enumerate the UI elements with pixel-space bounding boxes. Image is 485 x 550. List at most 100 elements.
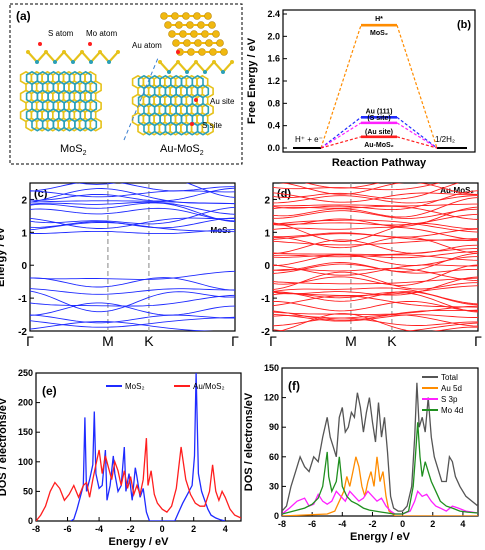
band-line bbox=[273, 219, 478, 233]
y-tick-label: 0.8 bbox=[267, 98, 280, 108]
x-tick-label: 0 bbox=[160, 524, 165, 534]
state-connector-left bbox=[320, 122, 362, 149]
plot-frame bbox=[35, 372, 242, 522]
atom bbox=[89, 60, 93, 64]
y-tick-label: 0.0 bbox=[267, 143, 280, 153]
band-line bbox=[273, 197, 478, 218]
state-connector-right bbox=[396, 116, 438, 149]
legend-label: Total bbox=[441, 373, 458, 382]
band-line bbox=[30, 314, 235, 324]
x-tick-label: 4 bbox=[460, 519, 465, 529]
legend-label: Mo 4d bbox=[441, 406, 463, 415]
y-tick-label: 200 bbox=[18, 398, 33, 408]
band-line bbox=[273, 228, 478, 238]
panel-a-frame bbox=[9, 3, 243, 165]
atom bbox=[116, 50, 120, 54]
au-atom-marker bbox=[176, 50, 180, 54]
band-line bbox=[273, 254, 478, 267]
material-label: Au-MoS₂ bbox=[440, 186, 474, 195]
state-connector-right bbox=[396, 24, 438, 149]
au-mos2-caption: Au-MoS2 bbox=[160, 143, 204, 157]
h-star-label: H* bbox=[375, 16, 383, 23]
band-line bbox=[273, 251, 478, 259]
atom bbox=[98, 50, 102, 54]
x-tick-label: -2 bbox=[127, 524, 135, 534]
y-tick-label: 0.4 bbox=[267, 121, 280, 131]
k-point-label: M bbox=[102, 333, 114, 349]
band-line bbox=[30, 217, 235, 229]
band-line bbox=[30, 206, 235, 225]
k-point-label: Γ bbox=[474, 333, 482, 349]
band-line bbox=[273, 264, 478, 286]
state-connector-right bbox=[396, 122, 438, 149]
band-line bbox=[273, 195, 478, 204]
band-line bbox=[273, 183, 441, 191]
x-tick-label: -2 bbox=[368, 519, 376, 529]
plot-frame bbox=[281, 367, 479, 517]
band-line bbox=[30, 187, 235, 202]
band-line bbox=[273, 206, 478, 227]
atom bbox=[230, 60, 234, 64]
atom bbox=[35, 60, 39, 64]
au-atom bbox=[216, 39, 224, 47]
y-tick-label: 100 bbox=[18, 457, 33, 467]
y-tick-label: -1 bbox=[261, 294, 270, 305]
bands bbox=[273, 183, 478, 331]
band-line bbox=[273, 317, 478, 327]
y-axis-label: Energy / eV bbox=[0, 226, 7, 287]
x-tick-label: -8 bbox=[278, 519, 286, 529]
k-point-label: Γ bbox=[269, 333, 277, 349]
y-tick-label: 90 bbox=[269, 422, 279, 432]
band-line bbox=[30, 294, 235, 307]
band-line bbox=[273, 264, 478, 276]
band-line bbox=[30, 316, 235, 328]
x-tick-label: 0 bbox=[400, 519, 405, 529]
band-line bbox=[273, 300, 478, 312]
y-tick-label: 50 bbox=[23, 486, 33, 496]
band-line bbox=[273, 309, 478, 321]
y-tick-label: 0 bbox=[21, 261, 27, 272]
end-state-label: 1/2H₂ bbox=[435, 135, 455, 144]
y-tick-label: 60 bbox=[269, 452, 279, 462]
band-line bbox=[30, 270, 235, 280]
band-line bbox=[273, 271, 478, 291]
band-line bbox=[273, 322, 478, 331]
atom bbox=[71, 60, 75, 64]
au-mos2-structure bbox=[131, 12, 234, 136]
y-tick-label: 150 bbox=[18, 427, 33, 437]
state-label-au111: Au (111) bbox=[366, 108, 393, 115]
atom bbox=[107, 60, 111, 64]
k-point-label: Γ bbox=[231, 333, 239, 349]
band-line bbox=[30, 290, 235, 313]
band-line bbox=[273, 213, 478, 226]
state-label-au-mos2: Au-MoS₂ bbox=[364, 142, 394, 149]
au-atom bbox=[220, 48, 228, 56]
band-line bbox=[30, 277, 235, 291]
legend-label: MoS₂ bbox=[125, 382, 145, 391]
y-tick-label: 2 bbox=[21, 195, 27, 206]
hex-cell bbox=[84, 117, 98, 132]
y-tick-label: 150 bbox=[264, 363, 279, 373]
y-tick-label: 0 bbox=[264, 261, 270, 272]
y-tick-label: 0 bbox=[28, 516, 33, 526]
band-line bbox=[273, 291, 478, 306]
y-axis-label: Free Energy / eV bbox=[246, 37, 258, 124]
atom bbox=[167, 70, 171, 74]
atom bbox=[176, 60, 180, 64]
legend-label: Au 5d bbox=[441, 384, 462, 393]
hex-cell bbox=[196, 121, 210, 136]
band-line bbox=[273, 254, 478, 261]
y-tick-label: 0 bbox=[274, 511, 279, 521]
atom bbox=[80, 50, 84, 54]
au-atom bbox=[212, 30, 220, 38]
mo-atom-marker bbox=[88, 42, 92, 46]
au-site-label: Au site bbox=[210, 97, 235, 106]
x-tick-label: 2 bbox=[191, 524, 196, 534]
band-line bbox=[273, 313, 478, 322]
band-line bbox=[273, 190, 478, 211]
k-point-label: K bbox=[144, 333, 154, 349]
band-line bbox=[30, 288, 235, 295]
x-tick-label: -8 bbox=[32, 524, 40, 534]
